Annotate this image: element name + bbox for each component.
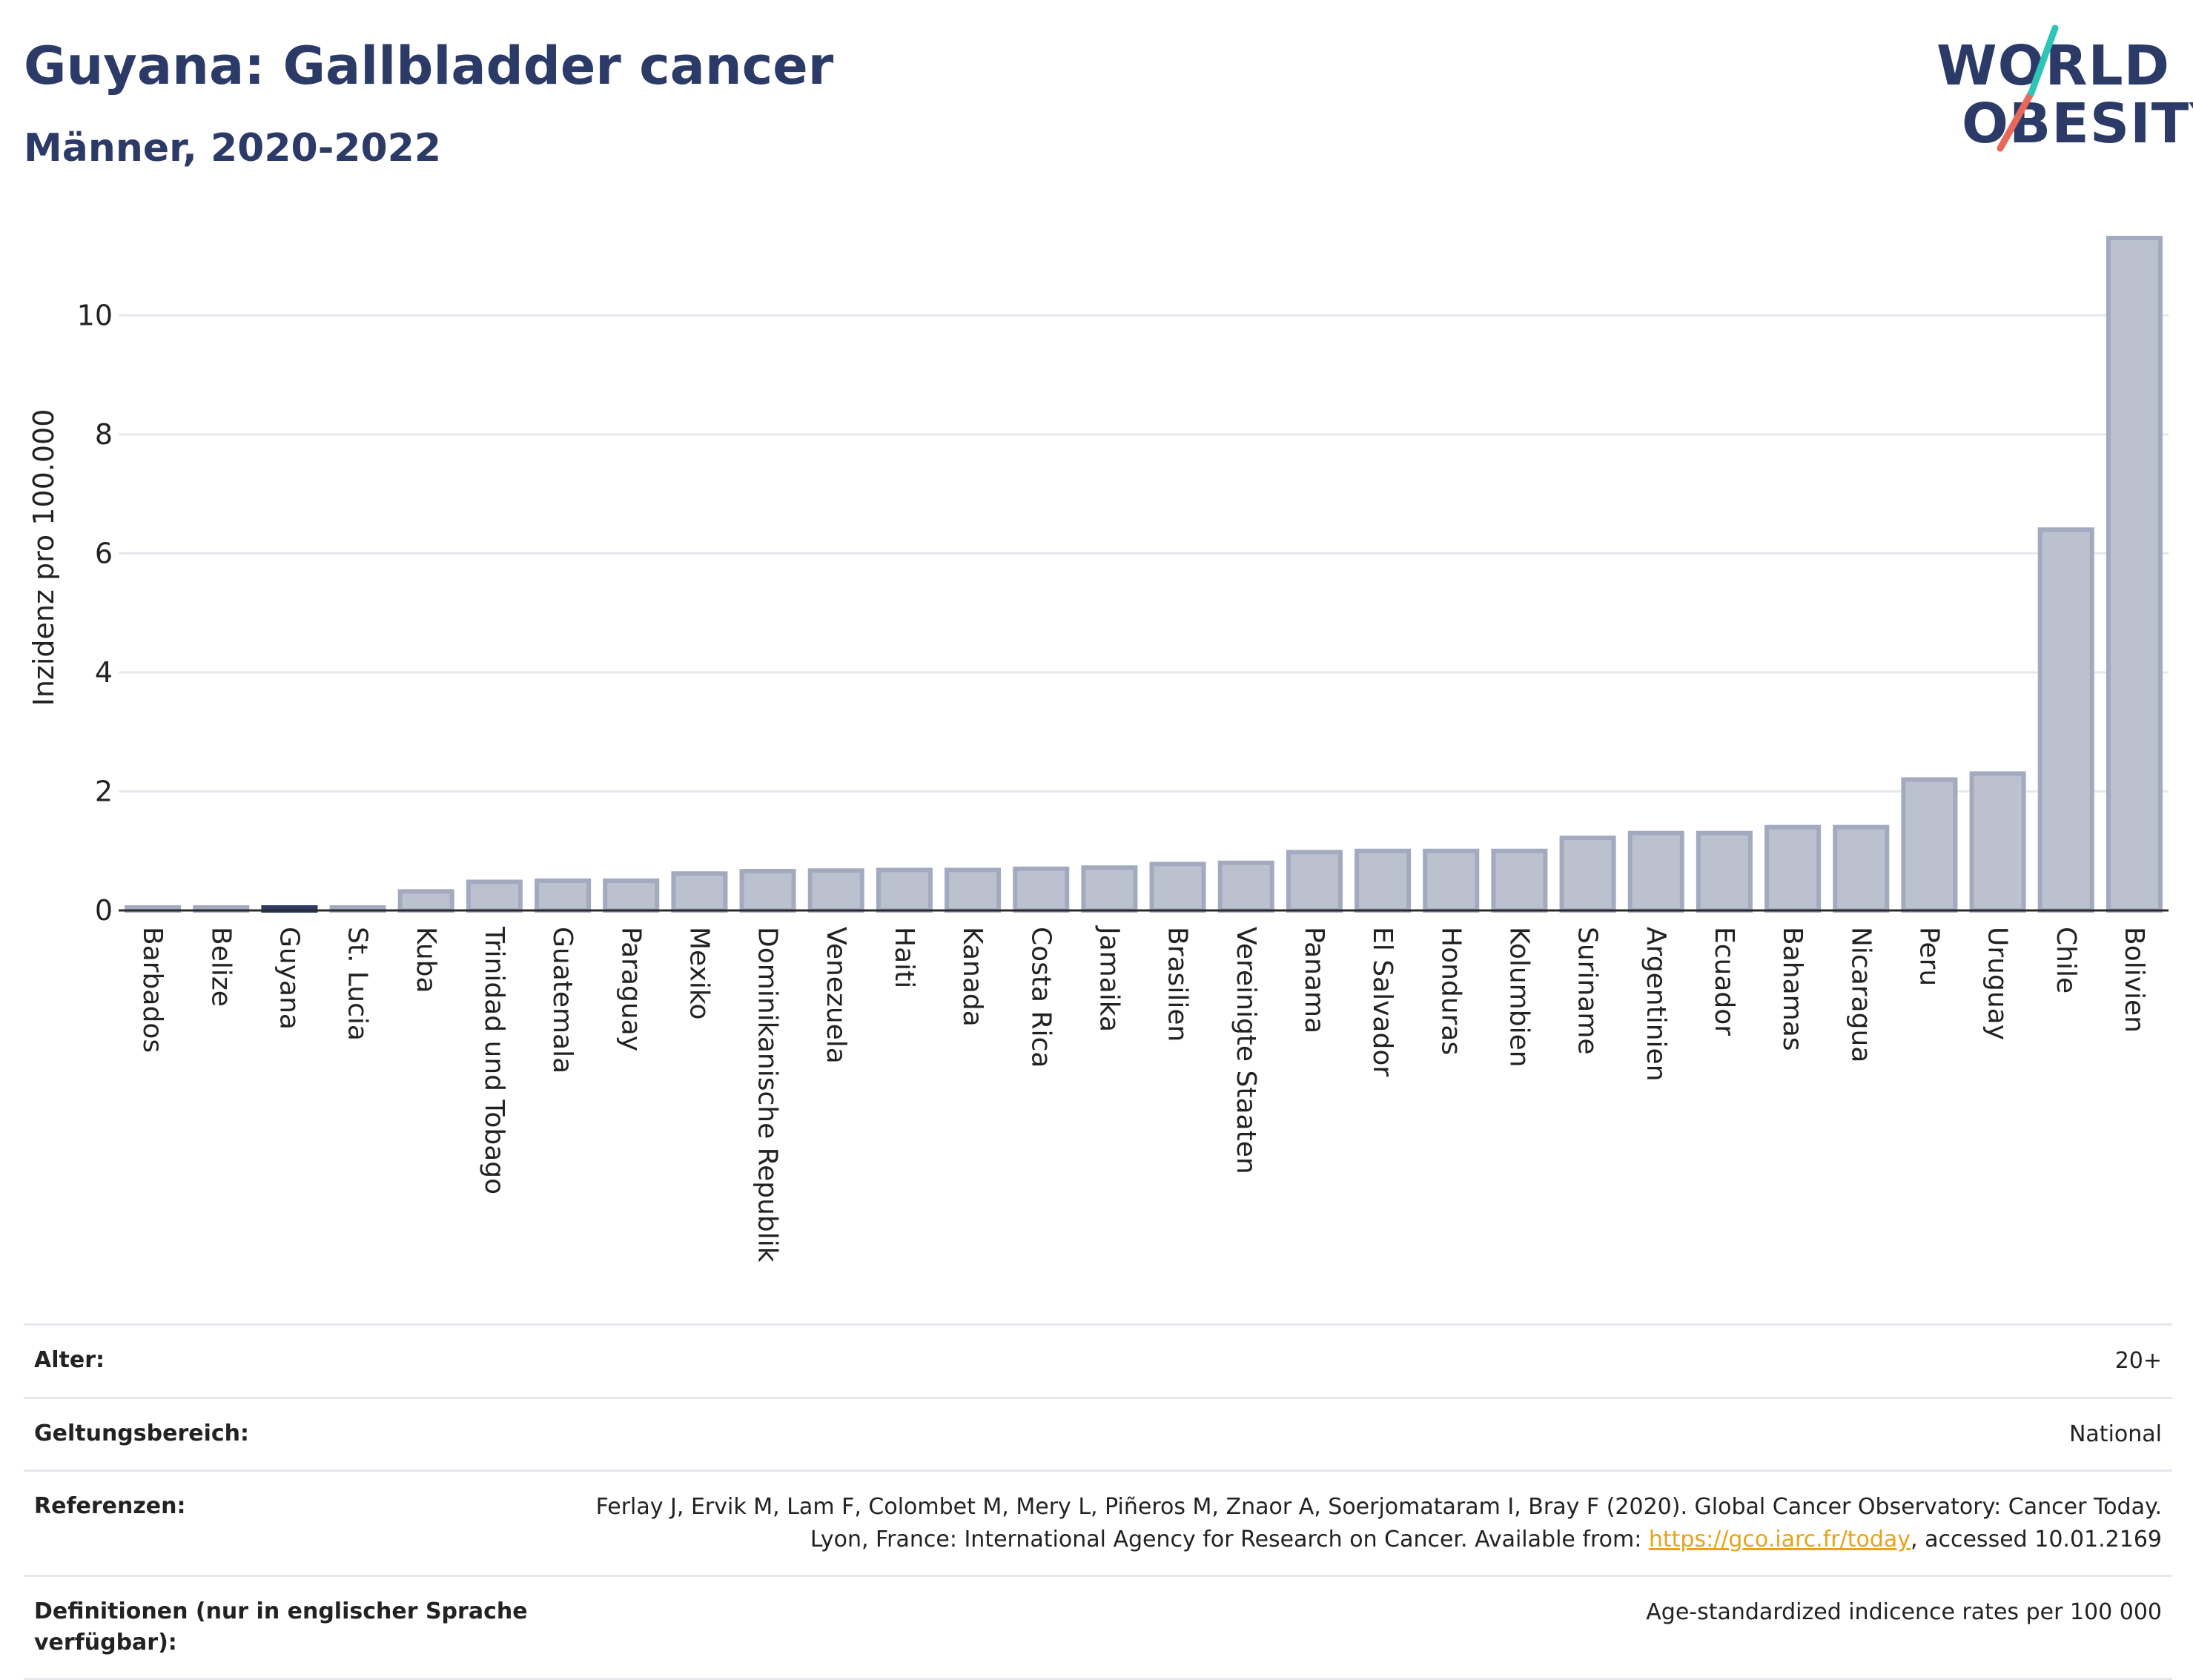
x-tick-label: Nicaragua	[1845, 927, 1876, 1062]
bar-bolivien	[2106, 236, 2163, 913]
reference-accessed: , accessed 10.01.2169	[1911, 1526, 2162, 1552]
x-tick-label: Bolivien	[2119, 927, 2149, 1033]
bar-trinidad-und-tobago	[466, 879, 523, 913]
info-row-definitions: Definitionen (nur in englischer Sprache …	[24, 1575, 2172, 1680]
bar-haiti	[876, 867, 933, 913]
x-tick-label: Ecuador	[1709, 927, 1739, 1036]
x-tick-label: Kanada	[957, 927, 988, 1027]
logo-line-1: WORLD	[1936, 34, 2171, 98]
gridlines	[119, 314, 2169, 793]
bar-venezuela	[807, 868, 864, 913]
x-tick-label: Belize	[205, 927, 236, 1007]
x-tick-label: Trinidad und Tobago	[479, 926, 509, 1194]
x-tick-label: Guyana	[274, 927, 304, 1030]
y-tick-label: 10	[77, 299, 113, 331]
world-obesity-logo: WORLD OBESITY	[1928, 22, 2193, 163]
y-tick-label: 2	[95, 775, 113, 807]
y-tick-label: 4	[95, 656, 113, 689]
bar-suriname	[1559, 836, 1616, 913]
y-tick-label: 8	[95, 418, 113, 451]
bar-jamaika	[1081, 865, 1138, 913]
bar-uruguay	[1969, 771, 2026, 913]
info-row-age: Alter: 20+	[24, 1323, 2172, 1397]
age-value: 20+	[2114, 1348, 2162, 1374]
bar-nicaragua	[1833, 824, 1890, 913]
references-value: Ferlay J, Ervik M, Lam F, Colombet M, Me…	[568, 1491, 2162, 1555]
x-tick-label: Argentinien	[1641, 927, 1671, 1082]
x-tick-label: St. Lucia	[343, 927, 373, 1041]
bar-ecuador	[1696, 830, 1753, 913]
bar-kolumbien	[1491, 848, 1548, 913]
x-tick-label: Paraguay	[615, 927, 646, 1051]
bar-kanada	[945, 867, 1002, 913]
reference-link[interactable]: https://gco.iarc.fr/today	[1648, 1526, 1911, 1552]
x-tick-label: Costa Rica	[1025, 927, 1056, 1068]
bars	[125, 236, 2163, 913]
bar-argentinien	[1627, 830, 1684, 913]
x-tick-label: Jamaika	[1094, 925, 1124, 1032]
bar-vereinigte-staaten	[1217, 860, 1274, 913]
info-table: Alter: 20+ Geltungsbereich: National Ref…	[24, 1323, 2172, 1680]
x-tick-label: Kuba	[411, 927, 441, 993]
x-tick-label: Suriname	[1572, 927, 1603, 1055]
x-tick-label: Venezuela	[821, 927, 851, 1064]
bar-el-salvador	[1354, 848, 1412, 913]
axes: 0 2 4 6 8 10 Barbados Belize Guyana St. Lucia Kuba…	[77, 299, 2169, 1263]
bar-guatemala	[535, 878, 592, 913]
x-tick-label: Guatemala	[547, 927, 578, 1074]
x-tick-label: Chile	[2051, 927, 2081, 993]
bar-mexiko	[671, 871, 728, 913]
info-row-scope: Geltungsbereich: National	[24, 1396, 2172, 1470]
x-tick-label: Dominikanische Republik	[752, 927, 783, 1263]
x-tick-label: Panama	[1299, 927, 1329, 1034]
bar-dominikanische-republik	[739, 869, 796, 913]
x-tick-label: Bahamas	[1777, 927, 1807, 1051]
bar-panama	[1286, 850, 1343, 913]
scope-label: Geltungsbereich:	[34, 1420, 250, 1446]
bar-kuba	[397, 889, 454, 913]
x-tick-label: Barbados	[137, 927, 168, 1053]
page-title: Guyana: Gallbladder cancer	[24, 36, 834, 96]
x-tick-label: Uruguay	[1982, 927, 2013, 1040]
x-tick-label: Haiti	[889, 927, 919, 988]
references-label: Referenzen:	[34, 1493, 186, 1519]
bar-bahamas	[1764, 824, 1822, 913]
y-tick-label: 0	[95, 894, 113, 927]
age-label: Alter:	[34, 1347, 105, 1373]
x-tick-label: Kolumbien	[1504, 927, 1534, 1068]
bar-paraguay	[603, 878, 660, 913]
definitions-label: Definitionen (nur in englischer Sprache …	[34, 1598, 528, 1656]
bar-chart: 0 2 4 6 8 10 Barbados Belize Guyana St. Lucia Kuba…	[27, 236, 2169, 1263]
x-tick-label: El Salvador	[1367, 927, 1398, 1077]
page-subtitle: Männer, 2020-2022	[24, 126, 442, 171]
x-tick-label: Brasilien	[1162, 927, 1193, 1042]
y-tick-label: 6	[95, 537, 113, 569]
bar-peru	[1901, 777, 1958, 913]
bar-chile	[2037, 527, 2094, 913]
x-tick-label: Honduras	[1435, 927, 1466, 1055]
info-row-references: Referenzen: Ferlay J, Ervik M, Lam F, Co…	[24, 1469, 2172, 1575]
x-tick-label: Mexiko	[684, 927, 714, 1019]
scope-value: National	[2068, 1421, 2162, 1447]
x-tick-label: Peru	[1914, 927, 1944, 986]
definitions-value: Age-standardized indicence rates per 100…	[1646, 1599, 2162, 1625]
bar-brasilien	[1149, 862, 1206, 913]
bar-honduras	[1423, 848, 1480, 913]
logo-slash-icon	[1997, 24, 2059, 152]
reference-text: Ferlay J, Ervik M, Lam F, Colombet M, Me…	[595, 1494, 2162, 1552]
y-axis-label: Inzidenz pro 100.000	[27, 409, 60, 707]
bar-costa-rica	[1013, 866, 1070, 913]
x-tick-label: Vereinigte Staaten	[1231, 927, 1261, 1174]
